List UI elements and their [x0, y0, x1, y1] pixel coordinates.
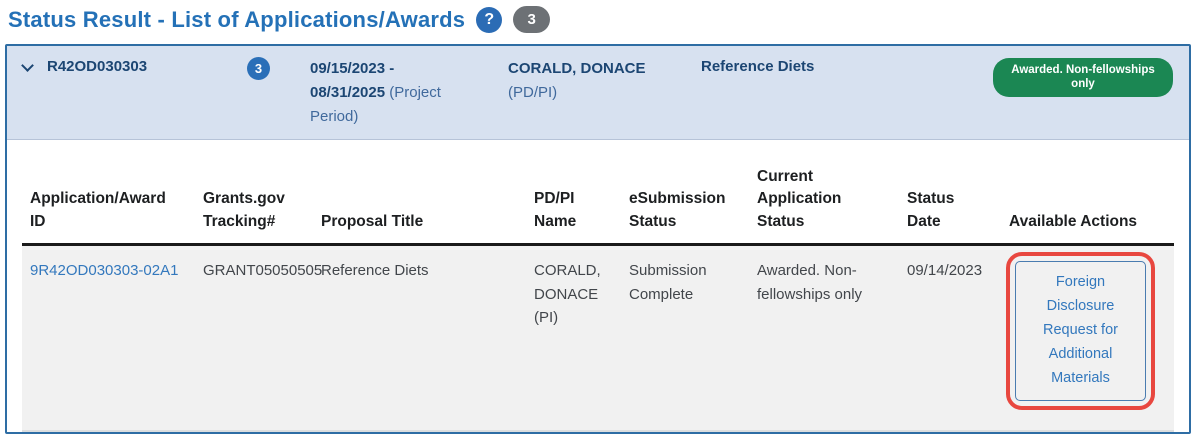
pi-name: CORALD, DONACE: [508, 60, 646, 77]
applications-table: Application/Award ID Grants.gov Tracking…: [22, 140, 1174, 433]
page-header: Status Result - List of Applications/Awa…: [8, 6, 1191, 33]
status-date-cell: 09/14/2023: [899, 244, 1001, 433]
chevron-down-icon[interactable]: [21, 59, 37, 72]
column-header-tracking-number: Grants.gov Tracking#: [195, 140, 313, 247]
project-period: 09/15/2023 - 08/31/2025 (Project Period): [310, 57, 470, 129]
project-period-dates: 09/15/2023 - 08/31/2025: [310, 60, 395, 101]
column-header-current-application-status: Current Application Status: [749, 140, 899, 247]
foreign-disclosure-action-link[interactable]: Foreign Disclosure Request for Additiona…: [1015, 261, 1146, 402]
annotation-highlight-red: Foreign Disclosure Request for Additiona…: [1006, 252, 1155, 411]
project-period-label: (Project Period): [310, 84, 441, 125]
esubmission-status-cell: Submission Complete: [621, 244, 749, 433]
column-header-application-id: Application/Award ID: [22, 140, 195, 247]
current-application-status-cell: Awarded. Non-fellowships only: [749, 244, 899, 433]
table-row: 9R42OD030303-02A1 GRANT05050505 Referenc…: [22, 244, 1174, 433]
group-proposal-title: Reference Diets: [701, 58, 815, 75]
application-id-link[interactable]: 9R42OD030303-02A1: [30, 262, 179, 280]
pdpi-name-cell: CORALD, DONACE (PI): [526, 244, 621, 433]
table-header-row: Application/Award ID Grants.gov Tracking…: [22, 140, 1174, 247]
help-icon[interactable]: ?: [476, 6, 503, 33]
pd-pi: CORALD, DONACE (PD/PI): [508, 57, 653, 105]
column-header-pdpi-name: PD/PI Name: [526, 140, 621, 247]
column-header-available-actions: Available Actions: [1001, 140, 1174, 247]
award-panel: R42OD030303 3 09/15/2023 - 08/31/2025 (P…: [5, 44, 1191, 434]
proposal-title-cell: Reference Diets: [313, 244, 526, 433]
column-header-proposal-title: Proposal Title: [313, 140, 526, 247]
result-count-badge: 3: [513, 6, 551, 33]
application-count-badge: 3: [247, 57, 270, 80]
column-header-status-date: Status Date: [899, 140, 1001, 247]
award-number: R42OD030303: [47, 58, 148, 75]
tracking-number-cell: GRANT05050505: [195, 244, 322, 433]
pi-role-label: (PD/PI): [508, 84, 558, 101]
column-header-esubmission-status: eSubmission Status: [621, 140, 749, 247]
award-status-badge: Awarded. Non-fellowships only: [993, 58, 1173, 97]
award-group-header[interactable]: R42OD030303 3 09/15/2023 - 08/31/2025 (P…: [7, 46, 1189, 140]
page-title: Status Result - List of Applications/Awa…: [8, 6, 466, 32]
panel-body: Application/Award ID Grants.gov Tracking…: [7, 140, 1189, 433]
application-id-cell: 9R42OD030303-02A1: [22, 244, 195, 433]
available-actions-cell: Foreign Disclosure Request for Additiona…: [1001, 244, 1174, 433]
